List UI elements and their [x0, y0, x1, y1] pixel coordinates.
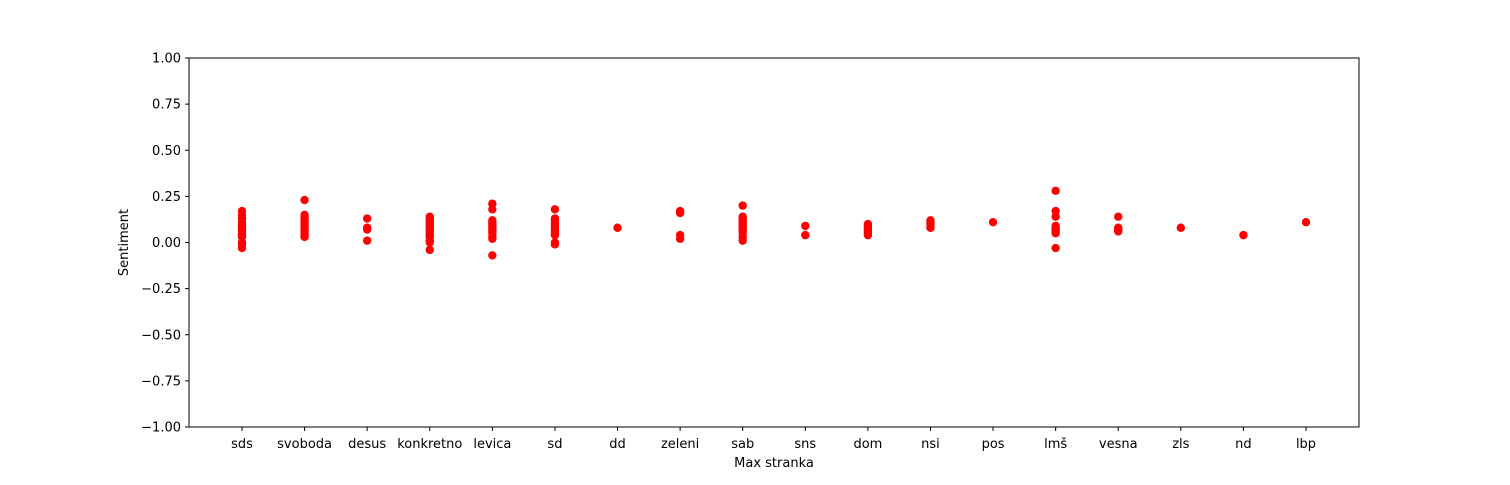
scatter-point: [362, 225, 372, 234]
x-tick-label: sds: [231, 437, 253, 452]
x-tick-label: lbp: [1296, 437, 1316, 452]
y-tick-label: 0.00: [152, 236, 181, 251]
y-axis-label: Sentiment: [117, 209, 132, 276]
scatter-point: [675, 234, 685, 244]
scatter-point: [1114, 212, 1123, 221]
scatter-point: [550, 205, 560, 214]
scatter-point: [801, 221, 810, 231]
scatter-point: [1051, 229, 1060, 238]
x-tick-label: dd: [609, 437, 626, 452]
scatter-point: [1239, 230, 1248, 240]
y-tick-label: −0.25: [141, 282, 181, 297]
y-tick-label: −1.00: [141, 421, 181, 436]
scatter-point: [425, 238, 434, 247]
x-tick-label: dom: [853, 437, 882, 452]
ticks-layer: −1.00 −0.75 −0.50 −0.25 0.00 0.25 0.50 0.75 1.00…: [141, 52, 1316, 453]
scatter-point: [362, 236, 372, 245]
x-tick-label: lmš: [1044, 437, 1067, 452]
scatter-point: [926, 223, 935, 232]
y-tick-label: 0.50: [152, 144, 181, 159]
scatter-point: [550, 230, 560, 240]
scatter-point: [1051, 243, 1060, 253]
scatter-point: [863, 230, 873, 240]
x-tick-label: nd: [1235, 437, 1252, 452]
x-tick-label: vesna: [1099, 437, 1138, 452]
scatter-point: [1051, 212, 1060, 221]
x-tick-label: desus: [348, 437, 386, 452]
scatter-point: [1051, 186, 1060, 196]
plot-frame: [188, 57, 1360, 428]
scatter-point: [300, 232, 309, 242]
y-tick-label: 0.25: [152, 190, 181, 205]
x-tick-label: zls: [1172, 437, 1189, 452]
x-tick-label: nsi: [921, 437, 940, 452]
scatter-point: [550, 240, 560, 249]
x-tick-label: sns: [794, 437, 816, 452]
scatter-point: [988, 218, 998, 227]
x-tick-label: pos: [982, 437, 1005, 452]
scatter-point: [1176, 223, 1186, 232]
scatter-point: [488, 234, 497, 244]
scatter-point: [738, 236, 747, 245]
scatter-point: [300, 195, 309, 205]
scatter-point: [1114, 227, 1123, 236]
scatter-point: [425, 245, 434, 255]
x-tick-label: levica: [473, 437, 511, 452]
scatter-point: [675, 208, 685, 218]
points-layer: [237, 186, 1311, 260]
x-tick-label: zeleni: [661, 437, 699, 452]
x-tick-label: sab: [731, 437, 754, 452]
scatter-point: [1301, 218, 1311, 227]
scatter-point: [738, 201, 747, 210]
scatter-point: [237, 243, 247, 253]
scatter-point: [362, 214, 372, 223]
scatter-point: [613, 223, 622, 232]
x-tick-label: svoboda: [277, 437, 332, 452]
x-tick-label: sd: [547, 437, 562, 452]
y-tick-label: −0.75: [141, 374, 181, 389]
y-tick-label: 1.00: [152, 52, 181, 67]
y-tick-label: −0.50: [141, 328, 181, 343]
scatter-point: [801, 230, 810, 240]
x-axis-label: Max stranka: [734, 456, 814, 471]
x-tick-label: konkretno: [397, 437, 462, 452]
scatter-point: [488, 251, 497, 260]
y-tick-label: 0.75: [152, 98, 181, 113]
scatter-point: [488, 205, 497, 214]
